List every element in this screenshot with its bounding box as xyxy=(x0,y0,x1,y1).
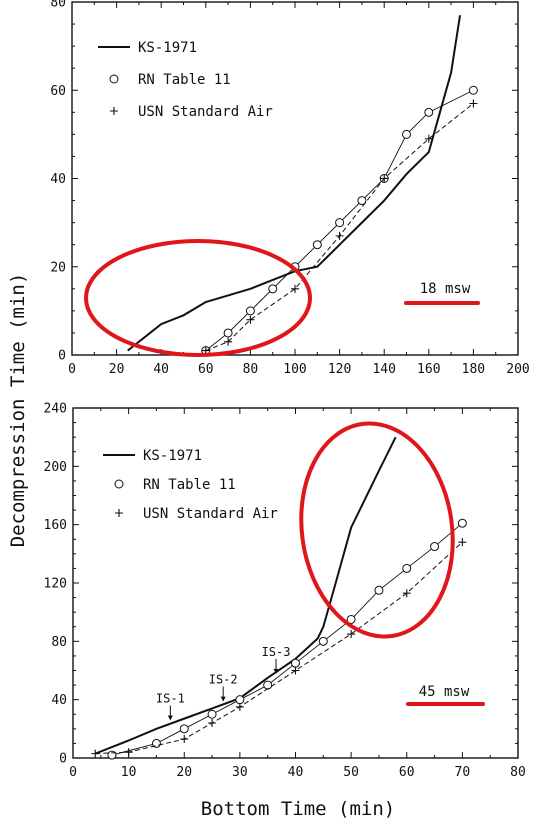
x-tick-label: 140 xyxy=(372,362,395,377)
rn-point xyxy=(357,196,367,206)
rn-point xyxy=(291,658,300,668)
usn-point xyxy=(246,315,255,324)
legend-swatch-rn xyxy=(114,479,124,489)
legend-swatch-usn xyxy=(115,509,123,517)
y-tick-label: 0 xyxy=(58,349,66,364)
usn-point xyxy=(224,337,233,346)
legend-label: KS-1971 xyxy=(138,40,197,56)
y-tick-label: 20 xyxy=(50,260,66,275)
x-tick-label: 0 xyxy=(69,765,77,780)
rn-point xyxy=(318,636,328,646)
rn-point xyxy=(424,107,434,117)
y-tick-label: 0 xyxy=(59,752,67,767)
rn-point xyxy=(335,218,345,228)
usn-point xyxy=(402,589,411,598)
x-tick-label: 20 xyxy=(176,765,192,780)
rn-point xyxy=(430,542,440,552)
y-tick-label: 80 xyxy=(50,0,66,11)
rn-point xyxy=(263,680,273,690)
x-tick-label: 70 xyxy=(455,765,471,780)
rn-point xyxy=(346,614,356,624)
y-tick-label: 200 xyxy=(44,460,67,475)
series-line-1 xyxy=(111,522,463,756)
depth-label: 18 msw xyxy=(420,281,471,297)
chart-45-msw: 0 10 20 30 40 50 60 70 80 0 40 80 120 160 200 240 KS-197… xyxy=(44,402,526,781)
rn-point xyxy=(207,709,217,719)
usn-point xyxy=(347,630,356,639)
legend-label: KS-1971 xyxy=(143,448,202,464)
depth-label: 45 msw xyxy=(419,684,470,700)
rn-point xyxy=(457,518,467,528)
rn-point xyxy=(402,563,412,573)
legend-label: RN Table 11 xyxy=(138,72,231,88)
x-tick-label: 50 xyxy=(343,765,359,780)
legend-label: USN Standard Air xyxy=(138,104,273,120)
chart-18-msw: 0 20 40 60 80 100 120 140 160 180 200 0 20 40 60 80 KS-1… xyxy=(50,0,529,377)
rn-point xyxy=(235,695,245,705)
usn-point xyxy=(180,735,189,744)
x-axis-label: Bottom Time (min) xyxy=(201,798,395,820)
y-tick-label: 80 xyxy=(51,635,67,650)
x-tick-label: 80 xyxy=(510,765,526,780)
series-line-0 xyxy=(127,15,462,352)
annotation-arrowhead xyxy=(167,715,173,721)
usn-point xyxy=(458,538,467,547)
x-tick-label: 40 xyxy=(153,362,169,377)
usn-point xyxy=(291,284,299,293)
rn-point xyxy=(223,328,233,338)
x-tick-label: 60 xyxy=(198,362,214,377)
rn-point xyxy=(468,85,478,95)
usn-point xyxy=(380,174,389,183)
annotation-arrowhead xyxy=(273,668,279,674)
y-tick-label: 40 xyxy=(50,172,66,187)
annotation-label: IS-1 xyxy=(156,692,185,706)
annotation-label: IS-2 xyxy=(209,673,238,687)
red-highlight-ellipse xyxy=(299,421,455,639)
usn-point xyxy=(335,231,344,240)
x-tick-label: 80 xyxy=(243,362,259,377)
usn-point xyxy=(291,666,300,675)
usn-point xyxy=(208,719,217,727)
x-tick-label: 10 xyxy=(121,765,137,780)
y-tick-label: 120 xyxy=(44,577,67,592)
rn-point xyxy=(245,306,255,316)
rn-point xyxy=(179,724,189,734)
x-tick-label: 160 xyxy=(417,362,440,377)
x-tick-label: 20 xyxy=(109,362,125,377)
series-line-1 xyxy=(205,89,474,351)
x-tick-label: 100 xyxy=(283,362,306,377)
rn-point xyxy=(312,240,322,250)
legend-label: RN Table 11 xyxy=(143,477,236,493)
legend-label: USN Standard Air xyxy=(143,506,278,522)
y-tick-label: 60 xyxy=(50,84,66,99)
rn-point xyxy=(374,585,384,595)
legend-swatch-usn xyxy=(110,107,118,115)
annotation-label: IS-3 xyxy=(262,645,291,659)
x-tick-label: 60 xyxy=(399,765,415,780)
series-line-2 xyxy=(205,103,474,352)
series-line-0 xyxy=(94,436,397,755)
rn-point xyxy=(151,738,161,748)
x-tick-label: 0 xyxy=(68,362,76,377)
y-tick-label: 240 xyxy=(44,402,67,417)
annotation-arrowhead xyxy=(220,696,226,702)
red-highlight-ellipse xyxy=(84,239,312,357)
usn-point xyxy=(124,748,133,757)
usn-point xyxy=(469,99,478,108)
y-tick-label: 40 xyxy=(51,693,67,708)
x-tick-label: 120 xyxy=(328,362,351,377)
legend-swatch-rn xyxy=(109,74,119,84)
x-tick-label: 30 xyxy=(232,765,248,780)
x-tick-label: 40 xyxy=(288,765,304,780)
x-tick-label: 200 xyxy=(506,362,529,377)
x-tick-label: 180 xyxy=(462,362,485,377)
rn-point xyxy=(402,129,411,139)
y-tick-label: 160 xyxy=(44,518,67,533)
usn-point xyxy=(235,702,244,711)
usn-point xyxy=(91,749,100,758)
rn-point xyxy=(268,284,278,294)
usn-point xyxy=(424,134,433,143)
y-axis-label: Decompression Time (min) xyxy=(7,273,29,548)
